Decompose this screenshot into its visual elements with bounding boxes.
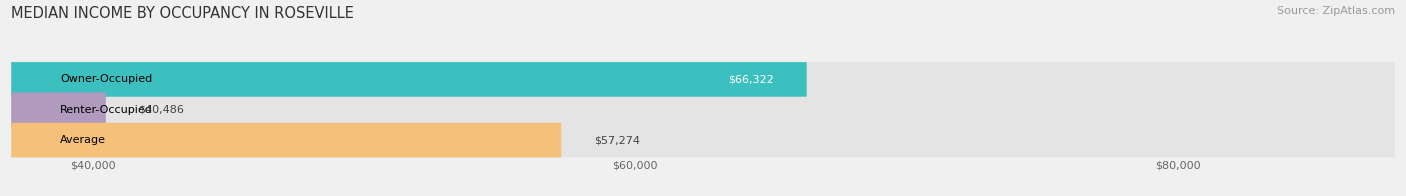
Text: Owner-Occupied: Owner-Occupied bbox=[60, 74, 152, 84]
Text: Renter-Occupied: Renter-Occupied bbox=[60, 105, 153, 115]
Text: Source: ZipAtlas.com: Source: ZipAtlas.com bbox=[1277, 6, 1395, 16]
FancyBboxPatch shape bbox=[11, 123, 1395, 157]
FancyBboxPatch shape bbox=[11, 62, 1395, 97]
Text: $57,274: $57,274 bbox=[593, 135, 640, 145]
FancyBboxPatch shape bbox=[11, 93, 105, 127]
Text: $66,322: $66,322 bbox=[728, 74, 775, 84]
Text: Average: Average bbox=[60, 135, 105, 145]
FancyBboxPatch shape bbox=[11, 62, 807, 97]
FancyBboxPatch shape bbox=[11, 93, 1395, 127]
Text: $40,486: $40,486 bbox=[138, 105, 184, 115]
Text: MEDIAN INCOME BY OCCUPANCY IN ROSEVILLE: MEDIAN INCOME BY OCCUPANCY IN ROSEVILLE bbox=[11, 6, 354, 21]
FancyBboxPatch shape bbox=[11, 123, 561, 157]
